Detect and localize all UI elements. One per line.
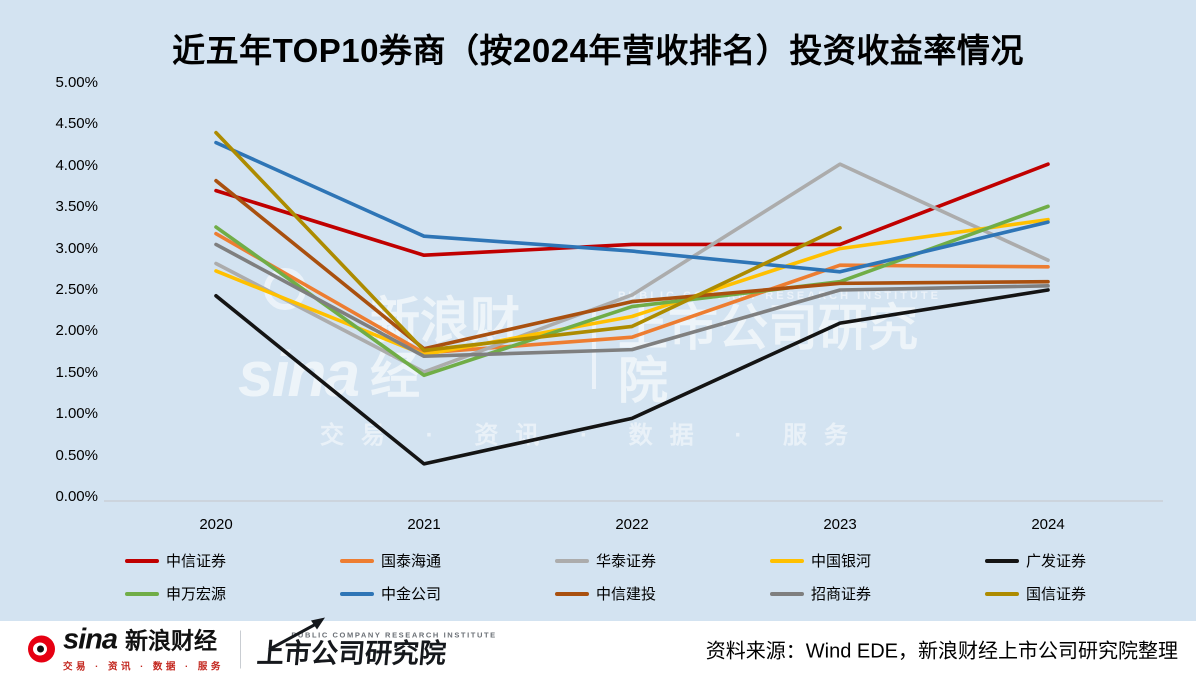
legend-swatch <box>770 558 804 563</box>
footer-institute-block: PUBLIC COMPANY RESEARCH INSTITUTE 上市公司研究… <box>256 617 497 669</box>
y-tick-label: 4.00% <box>55 156 98 174</box>
legend-label: 国泰海通 <box>381 553 442 570</box>
footer-brand-name: 新浪财经 <box>125 627 218 654</box>
y-tick-label: 2.00% <box>55 322 98 340</box>
chart-title: 近五年TOP10券商（按2024年营收排名）投资收益率情况 <box>172 32 1024 69</box>
chart-legend: 中信证券 国泰海通 华泰证券 中国银河 广发证券申万宏源 中金公司 中信建投 招商证券 国信证券 <box>125 550 1196 604</box>
legend-item-华泰证券: 华泰证券 <box>555 550 770 571</box>
legend-label: 中信建投 <box>596 586 657 603</box>
legend-swatch <box>125 591 159 596</box>
x-tick-label: 2021 <box>407 516 441 533</box>
legend-label: 广发证券 <box>1026 553 1087 570</box>
data-source-note: 资料来源：Wind EDE，新浪财经上市公司研究院整理 <box>705 640 1178 663</box>
y-tick-label: 3.50% <box>55 198 98 216</box>
y-tick-label: 3.00% <box>55 239 98 257</box>
legend-item-中信证券: 中信证券 <box>125 550 340 571</box>
legend-swatch <box>125 558 159 563</box>
legend-item-申万宏源: 申万宏源 <box>125 583 340 604</box>
legend-item-招商证券: 招商证券 <box>770 583 985 604</box>
legend-label: 中信证券 <box>166 553 227 570</box>
y-tick-label: 4.50% <box>55 115 98 133</box>
legend-label: 招商证券 <box>811 586 872 603</box>
sina-logo-icon <box>28 635 55 663</box>
legend-swatch <box>555 591 589 596</box>
series-line-国泰海通 <box>214 231 1050 355</box>
legend-item-国信证券: 国信证券 <box>985 583 1196 604</box>
footer-brand-tagline: 交易 · 资讯 · 数据 · 服务 <box>63 661 224 673</box>
legend-swatch <box>985 558 1019 563</box>
series-line-广发证券 <box>214 288 1050 466</box>
series-line-国信证券 <box>214 130 842 353</box>
footer-institute-en: PUBLIC COMPANY RESEARCH INSTITUTE <box>291 630 497 640</box>
series-line-中金公司 <box>214 140 1050 274</box>
footer-institute-cn: 上市公司研究院 <box>256 638 448 669</box>
y-tick-label: 0.00% <box>55 488 98 505</box>
series-line-中信建投 <box>214 178 1050 351</box>
series-line-招商证券 <box>214 242 1050 359</box>
footer-bar: sina 新浪财经 交易 · 资讯 · 数据 · 服务 PUBLIC COMPA… <box>0 617 1196 677</box>
series-line-中信证券 <box>214 162 1050 258</box>
legend-item-中信建投: 中信建投 <box>555 583 770 604</box>
arrow-icon <box>268 617 326 651</box>
legend-label: 中国银河 <box>811 553 872 570</box>
legend-label: 中金公司 <box>381 586 442 603</box>
y-tick-label: 1.00% <box>55 405 98 423</box>
y-tick-label: 5.00% <box>55 74 98 91</box>
legend-swatch <box>555 558 589 563</box>
footer-sina-wordmark: sina <box>63 623 118 656</box>
x-tick-label: 2024 <box>1031 516 1065 533</box>
y-tick-label: 0.50% <box>55 446 98 464</box>
legend-swatch <box>770 591 804 596</box>
footer-brand-block: sina 新浪财经 交易 · 资讯 · 数据 · 服务 <box>63 623 224 673</box>
x-tick-label: 2020 <box>199 516 233 533</box>
footer-logo-group: sina 新浪财经 交易 · 资讯 · 数据 · 服务 PUBLIC COMPA… <box>28 617 497 673</box>
y-tick-label: 1.50% <box>55 363 98 381</box>
legend-item-国泰海通: 国泰海通 <box>340 550 555 571</box>
legend-label: 国信证券 <box>1026 586 1087 603</box>
legend-label: 申万宏源 <box>166 586 227 603</box>
y-tick-label: 2.50% <box>55 281 98 298</box>
line-chart <box>104 130 1163 502</box>
legend-label: 华泰证券 <box>596 553 657 570</box>
legend-swatch <box>985 591 1019 596</box>
series-line-华泰证券 <box>214 162 1050 374</box>
legend-item-中金公司: 中金公司 <box>340 583 555 604</box>
x-tick-label: 2023 <box>823 516 857 533</box>
footer-brand-row: sina 新浪财经 <box>63 623 224 656</box>
legend-swatch <box>340 591 374 596</box>
legend-item-广发证券: 广发证券 <box>985 550 1196 571</box>
footer-divider <box>239 630 242 668</box>
legend-swatch <box>340 558 374 563</box>
legend-item-中国银河: 中国银河 <box>770 550 985 571</box>
x-tick-label: 2022 <box>615 516 649 533</box>
